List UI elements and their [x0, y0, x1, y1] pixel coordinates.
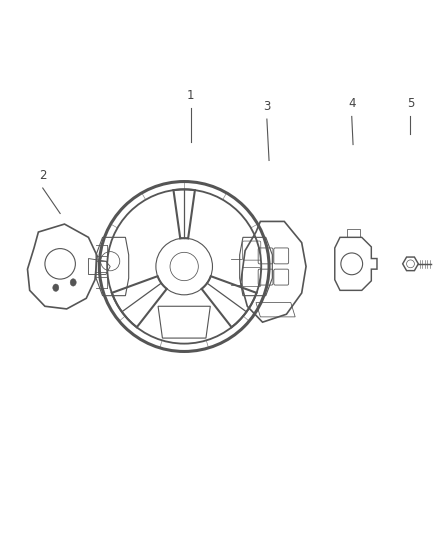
Text: 5: 5 [407, 97, 414, 110]
Circle shape [70, 279, 76, 286]
Text: 3: 3 [263, 100, 271, 113]
Text: 4: 4 [348, 97, 356, 110]
Text: 2: 2 [39, 168, 46, 182]
Circle shape [53, 284, 59, 292]
Text: 1: 1 [187, 89, 194, 102]
